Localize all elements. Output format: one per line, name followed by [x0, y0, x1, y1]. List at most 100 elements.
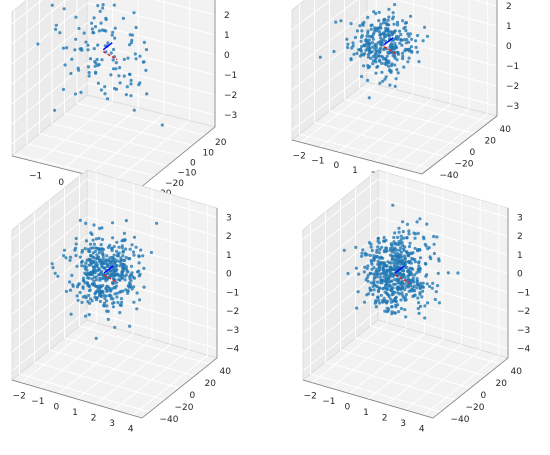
scatter-point [96, 4, 100, 8]
scatter-point [413, 246, 417, 250]
scatter-point [352, 52, 356, 56]
scatter-point [100, 250, 104, 254]
scatter-point [407, 254, 411, 258]
scatter-point [114, 249, 119, 253]
scatter-point [76, 298, 80, 302]
scatter-point [68, 258, 72, 262]
scatter-point [421, 289, 425, 293]
scatter-point [376, 289, 380, 293]
z-tick-label: 0 [517, 270, 523, 280]
scatter-point [58, 31, 62, 35]
scatter-point [374, 284, 378, 288]
scatter-point [118, 290, 122, 294]
gridline-y [39, 133, 168, 167]
scatter-point [429, 257, 433, 261]
scatter-point [367, 49, 371, 54]
scatter-point [399, 307, 404, 311]
scatter-point [119, 297, 124, 301]
gridline-z [11, 291, 88, 353]
scatter-point [132, 235, 137, 239]
scatter-point [111, 30, 115, 34]
scatter-point [112, 3, 116, 7]
x-tick-label: 3 [109, 419, 115, 429]
scatter-point [378, 81, 382, 85]
gridline-z [302, 253, 379, 315]
scatter-point [399, 237, 403, 242]
red-arrow [383, 46, 399, 56]
scatter-point [437, 301, 441, 305]
scatter-point [378, 58, 382, 62]
x-tick-label: −2 [13, 392, 26, 402]
gridline-z [291, 11, 368, 71]
scatter-point [409, 45, 413, 49]
scatter-point [112, 245, 116, 249]
scatter-point [372, 279, 376, 283]
scatter-point [106, 258, 111, 262]
scatter-point [391, 203, 395, 207]
scatter-point [70, 57, 74, 61]
scatter-point [83, 267, 87, 271]
scatter-point [360, 74, 364, 79]
y-axis-line [421, 115, 498, 175]
scatter-point [108, 269, 112, 273]
scatter-point [393, 253, 397, 258]
scatter-point [129, 82, 133, 86]
gridline-y [64, 337, 195, 377]
gridline-y [34, 361, 165, 401]
scatter-point [416, 296, 420, 300]
scatter-point [87, 293, 91, 298]
z-tick-label: 2 [517, 232, 523, 242]
scatter-point [355, 51, 359, 56]
scatter-point [396, 278, 401, 283]
scatter-point [379, 272, 383, 276]
scatter-point [418, 291, 422, 295]
scatter-point [346, 42, 350, 46]
y-tick-label: 20 [215, 138, 227, 148]
scatter-point [65, 46, 69, 50]
scatter-point [94, 285, 99, 289]
scatter-point [387, 61, 391, 65]
gridline-y [355, 337, 486, 377]
gridline-z [302, 216, 379, 278]
scatter-point [393, 282, 397, 286]
gridline-x [62, 107, 139, 170]
scatter-point [380, 70, 384, 74]
scatter-point [393, 84, 397, 88]
scatter-point [418, 267, 422, 271]
scatter-point [390, 293, 394, 297]
z-tick-label: 1 [506, 22, 512, 32]
scatter-point [403, 288, 407, 292]
scatter-point [406, 277, 410, 281]
scatter-point [374, 51, 378, 55]
scatter-point [97, 268, 101, 272]
gridline-z [11, 2, 88, 65]
scatter-point [114, 265, 118, 269]
scatter-point [392, 235, 396, 240]
scatter-point [145, 92, 149, 96]
scatter-point [383, 32, 387, 36]
scatter-point [391, 15, 395, 19]
scatter-point [132, 300, 136, 304]
scatter-point [383, 290, 387, 294]
scatter-point [121, 266, 125, 270]
scatter-point [362, 64, 366, 68]
scatter-point [125, 85, 129, 89]
scatter-point [372, 10, 376, 14]
scatter-point [396, 71, 400, 75]
scatter-point [423, 304, 427, 308]
scatter-point [369, 281, 373, 285]
scatter-point [399, 298, 403, 302]
scatter-point [90, 27, 94, 31]
scatter-point [370, 41, 374, 45]
gridline-z [377, 197, 509, 237]
gridline-z [11, 235, 88, 297]
scatter-point [366, 53, 371, 57]
scatter-point [399, 234, 403, 238]
scatter-point [409, 261, 413, 265]
scatter-point [394, 295, 398, 299]
scatter-point [110, 255, 114, 260]
scatter-point [372, 30, 376, 35]
gridline-z [11, 216, 88, 278]
